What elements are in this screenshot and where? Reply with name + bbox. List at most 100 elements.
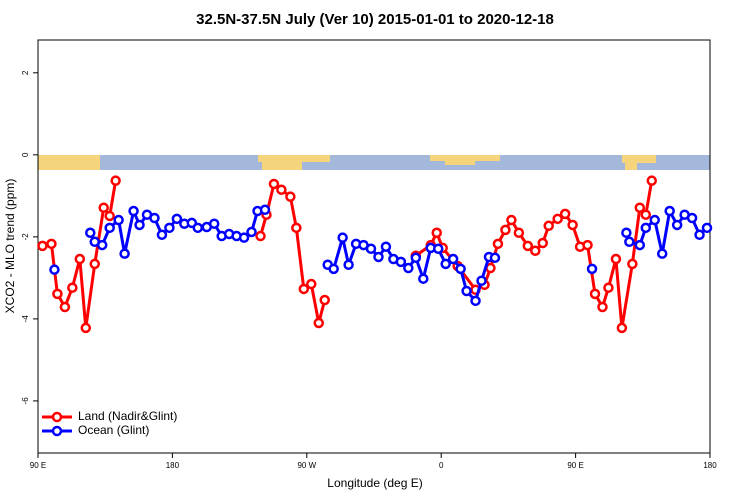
- point: [149, 212, 160, 224]
- point: [506, 214, 517, 226]
- point: [255, 230, 266, 242]
- point: [522, 240, 534, 252]
- point: [208, 218, 220, 229]
- point: [492, 238, 504, 250]
- point: [410, 252, 422, 264]
- point: [671, 219, 683, 231]
- point: [306, 278, 317, 290]
- point: [500, 224, 511, 236]
- point: [586, 263, 598, 275]
- point: [238, 232, 250, 243]
- point: [96, 239, 108, 251]
- point: [649, 214, 660, 226]
- point: [373, 251, 384, 263]
- point: [104, 222, 115, 234]
- point: [259, 204, 271, 216]
- y-tick-label: 2: [21, 70, 30, 75]
- point: [85, 227, 96, 239]
- point: [624, 236, 635, 248]
- point: [646, 175, 658, 186]
- point: [268, 178, 280, 190]
- y-axis-label: XCO2 - MLO trend (ppm): [3, 179, 17, 314]
- point: [455, 263, 466, 275]
- point: [46, 238, 57, 250]
- point: [171, 213, 183, 225]
- point: [640, 222, 652, 234]
- point: [552, 213, 563, 225]
- legend-label: Land (Nadir&Glint): [78, 409, 177, 423]
- point: [418, 273, 429, 284]
- x-tick-label: 180: [703, 461, 717, 470]
- point: [74, 253, 86, 265]
- point: [431, 227, 442, 239]
- legend-label: Ocean (Glint): [78, 423, 149, 437]
- point: [337, 232, 348, 243]
- point: [513, 227, 525, 239]
- point: [192, 222, 204, 234]
- point: [621, 227, 632, 239]
- point: [298, 283, 310, 295]
- point: [134, 219, 145, 231]
- point: [634, 239, 646, 251]
- x-tick-label: 90 W: [297, 461, 316, 470]
- point: [276, 184, 287, 195]
- point: [543, 220, 554, 232]
- point: [395, 256, 407, 268]
- point: [110, 175, 121, 186]
- x-tick-label: 0: [439, 461, 444, 470]
- x-tick-label: 180: [166, 461, 180, 470]
- point: [440, 258, 451, 270]
- point: [489, 252, 501, 264]
- legend-marker: [51, 425, 63, 437]
- point: [37, 240, 48, 252]
- point: [59, 301, 71, 313]
- x-tick-label: 90 E: [567, 461, 583, 470]
- point: [432, 243, 444, 255]
- point: [98, 202, 109, 213]
- legend-marker: [51, 411, 63, 423]
- point: [603, 282, 614, 293]
- point: [104, 210, 115, 222]
- point: [537, 237, 548, 249]
- point: [328, 263, 339, 275]
- point: [403, 262, 414, 274]
- point: [582, 239, 593, 251]
- point: [567, 219, 578, 231]
- point: [319, 294, 330, 306]
- point: [701, 222, 713, 234]
- point: [67, 282, 78, 293]
- point: [589, 288, 601, 300]
- point: [156, 229, 168, 241]
- point: [285, 191, 296, 202]
- point: [343, 259, 354, 271]
- point: [246, 226, 257, 238]
- point: [627, 258, 638, 270]
- point: [380, 241, 392, 252]
- y-tick-label: -2: [21, 233, 30, 241]
- y-tick-label: -6: [21, 397, 30, 405]
- point: [313, 317, 324, 329]
- point: [52, 288, 63, 300]
- y-tick-label: -4: [21, 315, 30, 323]
- point: [291, 222, 302, 234]
- point: [470, 295, 481, 307]
- x-axis-label: Longitude (deg E): [327, 476, 422, 490]
- point: [559, 208, 571, 220]
- point: [89, 258, 100, 270]
- point: [80, 322, 92, 334]
- point: [597, 301, 608, 313]
- point: [530, 245, 541, 257]
- point: [128, 205, 139, 217]
- point: [461, 285, 472, 297]
- point: [610, 253, 622, 265]
- point: [694, 229, 705, 241]
- point: [664, 205, 675, 217]
- point: [656, 248, 668, 259]
- point: [113, 214, 124, 226]
- point: [640, 209, 652, 220]
- point: [49, 264, 60, 275]
- land-mask-strip: [38, 155, 710, 170]
- point: [634, 202, 646, 213]
- point: [119, 248, 130, 259]
